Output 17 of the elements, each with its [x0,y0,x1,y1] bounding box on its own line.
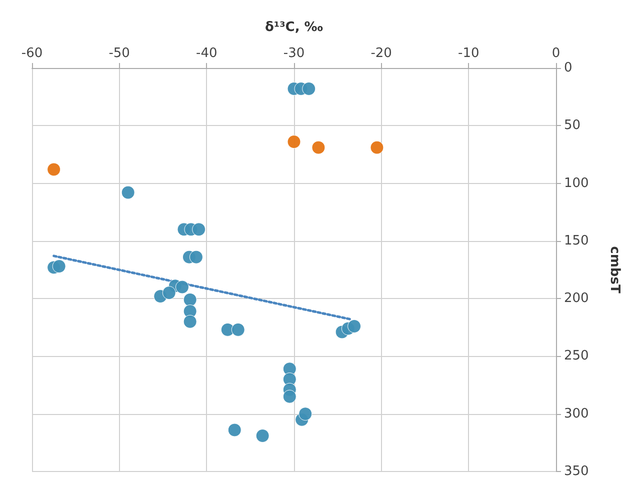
y-axis-title: cmbsT [607,246,622,294]
y-tick-label: 50 [564,118,581,134]
y-tick-label: 150 [564,233,589,248]
x-axis-title: δ¹³C, ‰ [264,20,324,35]
x-tick-label: -10 [458,46,480,61]
y-tick-label: 250 [564,348,589,364]
y-tick-label: 0 [564,60,572,76]
y-tick-label: 100 [564,176,589,191]
x-tick-label: -60 [21,46,43,61]
x-tick-label: -20 [370,46,392,61]
x-tick-label: -50 [108,46,130,61]
x-tick-label: 0 [552,46,560,61]
x-tick-label: -30 [283,46,305,61]
y-tick-label: 350 [564,464,589,479]
y-tick-label: 200 [564,291,589,306]
y-tick-label: 300 [564,406,589,422]
x-tick-label: -40 [196,46,218,61]
